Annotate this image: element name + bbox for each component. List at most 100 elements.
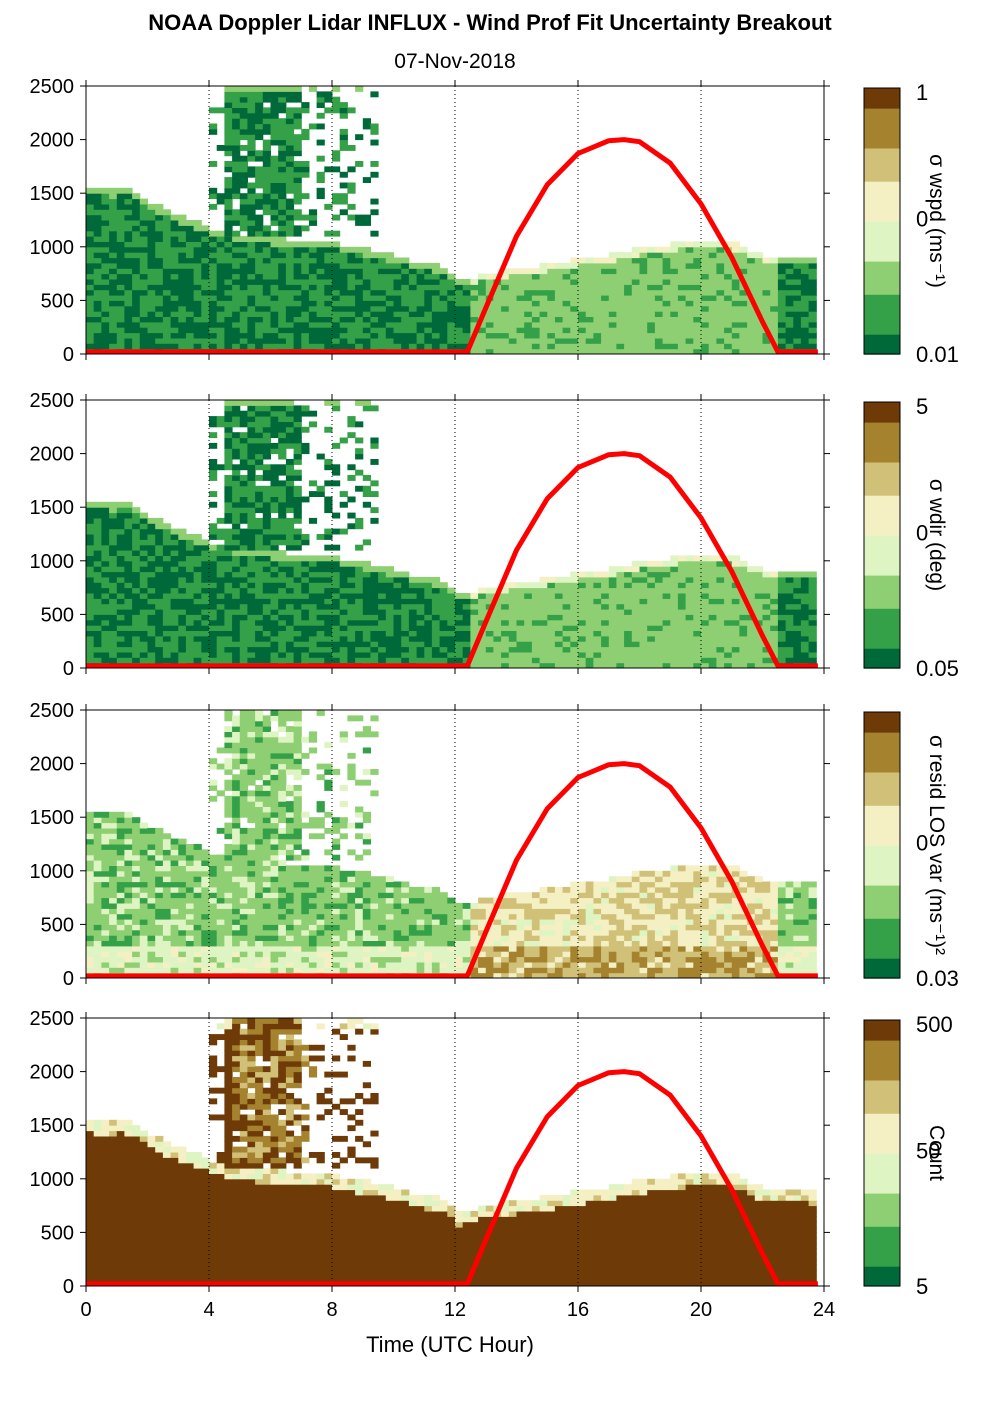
heatmap-cell — [447, 603, 456, 610]
heatmap-cell — [647, 576, 656, 583]
heatmap-cell — [616, 662, 625, 669]
heatmap-cell — [770, 268, 779, 275]
heatmap-cell — [416, 262, 425, 269]
heatmap-cell — [255, 539, 264, 546]
heatmap-cell — [570, 284, 579, 291]
heatmap-cell — [370, 641, 379, 648]
heatmap-cell — [255, 453, 264, 460]
heatmap-cell — [86, 854, 95, 861]
heatmap-cell — [301, 295, 310, 301]
heatmap-cell — [93, 555, 102, 562]
heatmap-cell — [654, 252, 664, 259]
heatmap-cell — [132, 625, 141, 631]
heatmap-cell — [132, 523, 141, 530]
heatmap-cell — [86, 956, 95, 963]
heatmap-cell — [431, 651, 441, 658]
heatmap-cell — [362, 560, 371, 567]
heatmap-cell — [347, 560, 356, 567]
heatmap-cell — [624, 284, 633, 291]
heatmap-cell — [86, 582, 95, 589]
heatmap-cell — [724, 273, 733, 280]
heatmap-cell — [93, 849, 102, 856]
heatmap-cell — [332, 107, 341, 114]
heatmap-cell — [701, 252, 710, 259]
heatmap-cell — [216, 198, 225, 205]
heatmap-cell — [777, 587, 787, 594]
heatmap-cell — [301, 241, 310, 248]
heatmap-cell — [355, 469, 364, 476]
heatmap-cell — [370, 491, 379, 497]
heatmap-cell — [124, 811, 133, 818]
heatmap-cell — [170, 257, 179, 264]
heatmap-cell — [693, 321, 702, 328]
heatmap-cell — [201, 646, 210, 653]
heatmap-cell — [693, 311, 702, 317]
heatmap-cell — [301, 171, 310, 178]
heatmap-cell — [316, 560, 325, 567]
heatmap-cell — [147, 337, 156, 344]
heatmap-cell — [101, 614, 110, 621]
heatmap-cell — [431, 625, 441, 631]
heatmap-cell — [255, 641, 264, 648]
heatmap-cell — [708, 284, 717, 291]
heatmap-cell — [608, 348, 617, 355]
heatmap-cell — [485, 662, 494, 669]
heatmap-cell — [278, 279, 287, 285]
heatmap-cell — [216, 625, 225, 631]
heatmap-cell — [685, 252, 694, 259]
heatmap-cell — [447, 593, 456, 599]
heatmap-cell — [270, 582, 279, 589]
heatmap-cell — [255, 426, 264, 433]
heatmap-cell — [347, 635, 356, 642]
heatmap-cell — [109, 550, 118, 556]
heatmap-cell — [147, 550, 156, 556]
heatmap-cell — [708, 337, 717, 344]
heatmap-cell — [531, 598, 541, 605]
heatmap-cell — [539, 614, 548, 621]
heatmap-cell — [247, 332, 256, 339]
heatmap-cell — [501, 273, 510, 280]
heatmap-cell — [232, 485, 241, 492]
heatmap-cell — [193, 284, 202, 291]
heatmap-cell — [308, 582, 318, 589]
heatmap-cell — [147, 257, 156, 264]
heatmap-cell — [109, 635, 118, 642]
heatmap-cell — [278, 410, 287, 417]
heatmap-cell — [293, 641, 302, 648]
heatmap-cell — [647, 284, 656, 291]
heatmap-cell — [524, 662, 533, 669]
heatmap-cell — [677, 566, 687, 573]
heatmap-cell — [793, 641, 802, 648]
heatmap-cell — [585, 587, 594, 594]
heatmap-cell — [285, 496, 295, 503]
heatmap-cell — [124, 576, 133, 583]
heatmap-cell — [93, 337, 102, 344]
heatmap-cell — [601, 289, 610, 296]
heatmap-cell — [139, 241, 148, 248]
heatmap-cell — [762, 268, 771, 275]
heatmap-cell — [793, 576, 802, 583]
heatmap-cell — [647, 343, 656, 350]
heatmap-cell — [278, 182, 287, 189]
heatmap-cell — [470, 311, 479, 317]
heatmap-cell — [385, 300, 394, 307]
heatmap-cell — [324, 614, 333, 621]
heatmap-cell — [370, 657, 379, 664]
heatmap-cell — [224, 512, 233, 519]
heatmap-cell — [255, 598, 264, 605]
heatmap-cell — [301, 534, 310, 540]
heatmap-cell — [601, 279, 610, 285]
heatmap-cell — [670, 571, 679, 578]
heatmap-cell — [570, 257, 579, 264]
heatmap-cell — [393, 630, 402, 637]
heatmap-cell — [270, 284, 279, 291]
heatmap-cell — [124, 523, 133, 530]
heatmap-cell — [570, 582, 579, 589]
heatmap-cell — [316, 112, 325, 119]
heatmap-cell — [762, 576, 771, 583]
heatmap-cell — [278, 485, 287, 492]
heatmap-cell — [185, 539, 195, 546]
heatmap-cell — [501, 343, 510, 350]
heatmap-cell — [201, 550, 210, 556]
heatmap-cell — [209, 107, 218, 114]
